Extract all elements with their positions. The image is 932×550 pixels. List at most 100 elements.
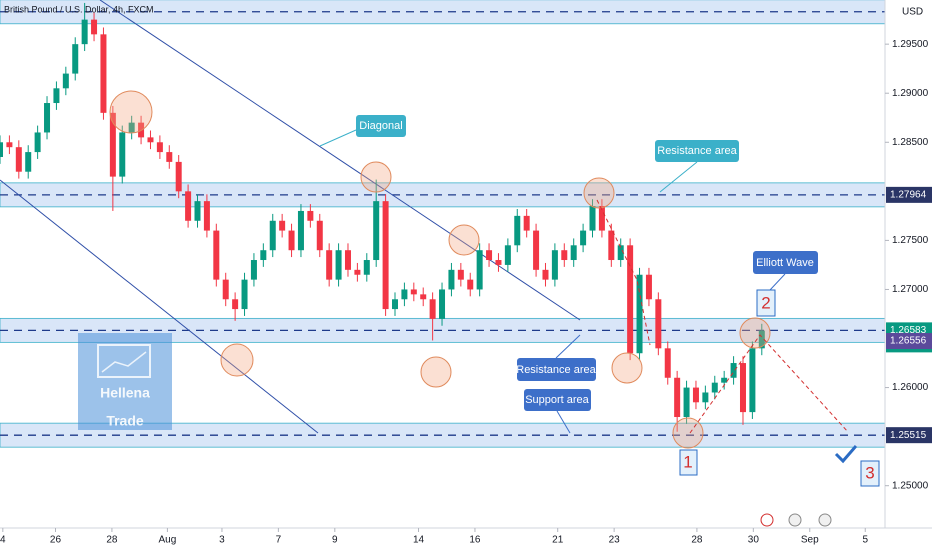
candle-body xyxy=(34,132,41,153)
x-tick-label: 28 xyxy=(691,535,703,546)
event-icon xyxy=(760,513,774,527)
x-tick-label: Aug xyxy=(159,535,177,546)
price-tag-label: 1.26583 xyxy=(890,325,927,336)
candle-body xyxy=(392,299,399,310)
candle-body xyxy=(185,191,192,221)
x-tick-label: Sep xyxy=(801,535,819,546)
x-tick-label: 7 xyxy=(276,535,282,546)
candle-body xyxy=(420,294,427,300)
y-tick-label: 1.25000 xyxy=(892,480,929,491)
callout-pointer xyxy=(769,273,786,291)
candle-body xyxy=(232,299,239,310)
x-tick-label: 21 xyxy=(552,535,564,546)
candle-body xyxy=(476,250,483,290)
candle-body xyxy=(514,215,521,246)
annotation-box xyxy=(753,251,818,274)
wave-box xyxy=(679,449,698,476)
wave-label: 3 xyxy=(865,463,874,482)
candle-body xyxy=(533,230,540,270)
y-tick-label: 1.29500 xyxy=(892,39,929,50)
candle-body xyxy=(542,269,549,280)
candle-body xyxy=(119,132,126,177)
projection xyxy=(596,199,651,346)
y-tick-label: 1.29000 xyxy=(892,88,929,99)
candle-body xyxy=(166,152,173,162)
y-tick-label: 1.27000 xyxy=(892,284,929,295)
axes: 1.29500 1.29000 1.28500 1.27500 1.27000 1.260… xyxy=(0,39,932,546)
candle-body xyxy=(260,250,267,261)
candle-body xyxy=(241,279,248,310)
price-tag-label: 1.25515 xyxy=(890,430,927,441)
candle-body xyxy=(401,289,408,300)
candle-body xyxy=(363,260,370,275)
price-tag-label: 1.27964 xyxy=(890,190,927,201)
candle-body xyxy=(721,377,728,383)
candle-body xyxy=(617,245,624,261)
x-tick-label: 14 xyxy=(413,535,425,546)
candle-body xyxy=(269,220,276,251)
price-tag xyxy=(886,186,932,203)
candle-body xyxy=(6,142,13,148)
candle-body xyxy=(373,201,380,261)
candle-body xyxy=(589,206,596,231)
candle-body xyxy=(326,250,333,280)
candle-body xyxy=(655,299,662,349)
wave-label: 2 xyxy=(761,293,770,312)
candle-body xyxy=(382,201,389,310)
legend: British Pound / U.S. Dollar, 4h, FXCM xyxy=(4,4,154,14)
callout-pointer xyxy=(555,334,581,359)
highlight-circle xyxy=(611,352,643,384)
candle-body xyxy=(279,220,286,231)
annotation: Support area xyxy=(525,394,589,406)
annotation: Elliott Wave xyxy=(756,257,814,269)
watermark-text: Hellena xyxy=(100,385,150,401)
candle-body xyxy=(702,392,709,403)
candle-body xyxy=(711,382,718,393)
candle-body xyxy=(495,260,502,265)
candle-body xyxy=(203,201,210,231)
x-tick-label: 30 xyxy=(748,535,760,546)
highlight-circle xyxy=(420,356,452,388)
annotation-box xyxy=(655,140,739,162)
candle-body xyxy=(730,363,737,378)
trendline xyxy=(99,0,581,321)
highlight-circle xyxy=(448,224,480,256)
candle-body xyxy=(354,269,361,275)
candle-body xyxy=(156,142,163,153)
candle-body xyxy=(523,215,530,231)
candle-body xyxy=(683,387,690,418)
candle-body xyxy=(674,377,681,418)
candle-body xyxy=(147,137,154,143)
candle-body xyxy=(664,348,671,378)
candle-body xyxy=(175,161,182,192)
annotation-box xyxy=(517,358,596,381)
trendline xyxy=(0,179,319,434)
projection xyxy=(689,334,849,434)
candle-body xyxy=(307,210,314,221)
x-tick-label: 23 xyxy=(609,535,621,546)
candle-body xyxy=(288,230,295,251)
candle-body xyxy=(81,19,88,45)
watermark-box xyxy=(78,333,172,430)
annotation-box xyxy=(524,389,591,411)
candle-body xyxy=(739,363,746,413)
annotation: Diagonal xyxy=(359,120,402,132)
x-tick-label: 26 xyxy=(50,535,62,546)
candle-body xyxy=(504,245,511,265)
highlight-circle xyxy=(672,417,704,449)
candle-body xyxy=(692,387,699,403)
checkmark xyxy=(834,445,858,464)
candle-body xyxy=(448,269,455,290)
watermark-icon-line xyxy=(101,351,147,373)
candle-body xyxy=(410,289,417,295)
callout-pointer xyxy=(319,129,357,147)
y-tick-label: 1.28500 xyxy=(892,137,929,148)
candle-body xyxy=(91,19,98,35)
event-icon xyxy=(818,513,832,527)
candle-body xyxy=(551,250,558,280)
highlight-circle xyxy=(220,343,254,377)
highlight-circle xyxy=(109,90,153,134)
wave-box xyxy=(756,289,776,317)
candle-body xyxy=(100,34,107,113)
